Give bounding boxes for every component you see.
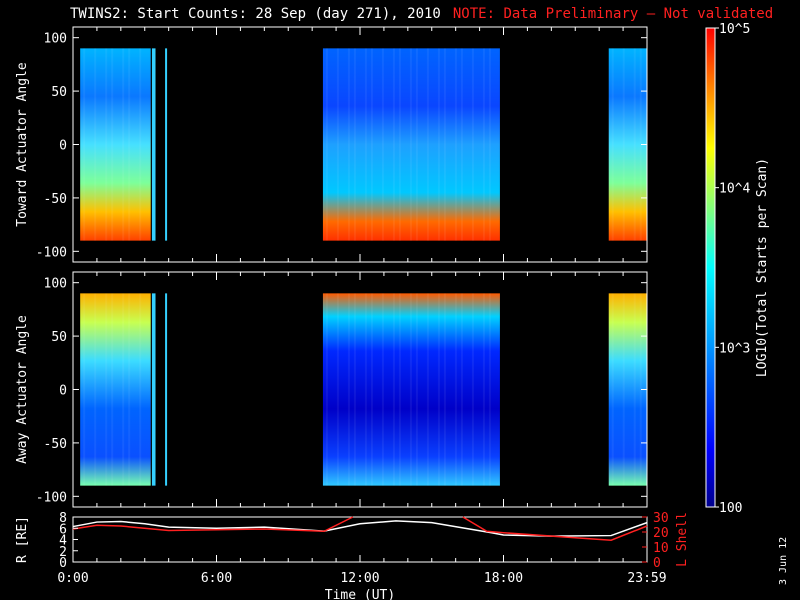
right-axis-label: L Shell — [675, 512, 690, 567]
y-tick-label: 8 — [59, 511, 67, 526]
toward-angle-panel: 100 50 0 -50 -100 Toward Actuator Angle — [15, 26, 648, 263]
y-axis-label: Away Actuator Angle — [15, 315, 30, 464]
data-segment — [322, 48, 500, 241]
date-stamp: 3 Jun 12 — [778, 536, 789, 585]
y-tick-label: 0 — [59, 556, 67, 571]
x-tick-label: 0:00 — [57, 571, 88, 586]
y-tick-label: -100 — [36, 490, 67, 505]
y-tick-label: 50 — [51, 85, 67, 100]
colorbar-tick-label: 10^3 — [719, 341, 750, 356]
y-tick-label: 50 — [51, 330, 67, 345]
colorbar-tick-label: 10^4 — [719, 182, 750, 197]
data-segment — [608, 48, 647, 241]
y-tick-label: 0 — [59, 139, 67, 154]
series-line — [72, 516, 354, 533]
data-segment — [151, 48, 156, 241]
y-axis-label: R [RE] — [15, 516, 30, 563]
data-segment — [151, 293, 156, 486]
y-tick-label: 30 — [653, 511, 669, 526]
data-segment — [80, 48, 151, 241]
y-tick-label: 20 — [653, 526, 669, 541]
data-segment — [165, 293, 168, 486]
preliminary-note: NOTE: Data Preliminary – Not validated — [452, 6, 774, 22]
colorbar-label: LOG10(Total Starts per Scan) — [755, 158, 770, 377]
y-tick-label: -50 — [44, 437, 67, 452]
y-tick-label: 6 — [59, 522, 67, 537]
data-segment — [608, 293, 647, 486]
colorbar-tick-label: 100 — [719, 501, 742, 516]
y-axis-label: Toward Actuator Angle — [15, 62, 30, 227]
title-text: TWINS2: Start Counts: 28 Sep (day 271), … — [70, 6, 441, 22]
x-axis-label: Time (UT) — [325, 588, 395, 600]
x-tick-label: 6:00 — [201, 571, 232, 586]
series-line — [462, 516, 648, 542]
y-tick-label: 0 — [59, 384, 67, 399]
y-tick-label: 0 — [653, 556, 661, 571]
y-tick-label: 100 — [44, 32, 67, 47]
y-tick-label: -100 — [36, 245, 67, 260]
y-tick-label: 100 — [44, 277, 67, 292]
data-segment — [80, 293, 151, 486]
chart-title: TWINS2: Start Counts: 28 Sep (day 271), … — [70, 6, 773, 22]
series-line — [72, 520, 648, 537]
x-tick-label: 18:00 — [484, 571, 523, 586]
colorbar: 100 10^3 10^4 10^5 LOG10(Total Starts per Sc… — [705, 22, 770, 516]
y-tick-label: -50 — [44, 192, 67, 207]
y-tick-label: 10 — [653, 541, 669, 556]
colorbar-gradient — [705, 27, 716, 508]
x-tick-label: 23:59 — [627, 571, 666, 586]
y-tick-label: 4 — [59, 534, 67, 549]
data-segment — [322, 293, 500, 486]
data-segment — [165, 48, 168, 241]
colorbar-tick-label: 10^5 — [719, 22, 750, 37]
away-angle-panel: 100 50 0 -50 -100 Away Actuator Angle — [15, 271, 648, 508]
x-tick-label: 12:00 — [340, 571, 379, 586]
y-tick-label: 2 — [59, 545, 67, 560]
